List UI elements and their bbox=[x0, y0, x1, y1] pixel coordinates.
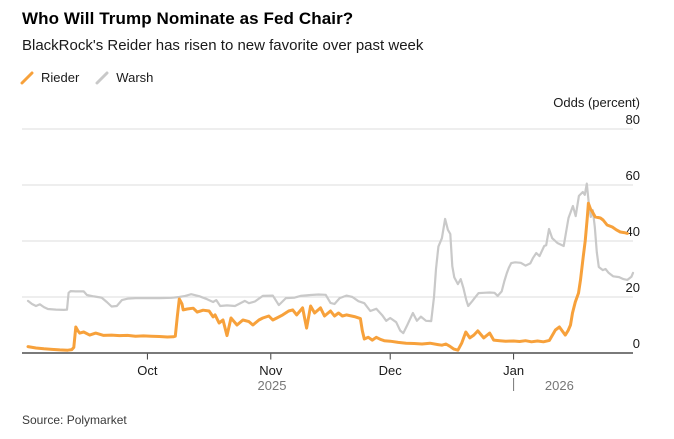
y-tick-label: 80 bbox=[626, 112, 640, 127]
legend-label-warsh: Warsh bbox=[116, 70, 154, 85]
chart-title: Who Will Trump Nominate as Fed Chair? bbox=[22, 9, 354, 28]
legend: Rieder Warsh bbox=[20, 70, 153, 85]
y-tick-label: 0 bbox=[633, 336, 640, 351]
y-axis-title: Odds (percent) bbox=[553, 95, 640, 110]
legend-item-rieder: Rieder bbox=[20, 70, 79, 85]
x-tick-label: Dec bbox=[379, 363, 403, 378]
x-tick-label: Nov bbox=[259, 363, 283, 378]
year-label: 2026 bbox=[545, 378, 574, 393]
series-line-rieder bbox=[26, 201, 629, 352]
warsh-line-swatch-icon bbox=[95, 71, 109, 84]
rieder-line-swatch-icon bbox=[20, 71, 34, 84]
legend-item-warsh: Warsh bbox=[95, 70, 153, 85]
legend-label-rieder: Rieder bbox=[41, 70, 80, 85]
series-line-warsh bbox=[26, 182, 635, 335]
y-tick-label: 60 bbox=[626, 168, 640, 183]
year-label: 2025 bbox=[258, 378, 287, 393]
y-tick-label: 20 bbox=[626, 280, 640, 295]
source-text: Source: Polymarket bbox=[22, 413, 127, 427]
x-tick-label: Jan bbox=[503, 363, 524, 378]
x-tick-label: Oct bbox=[137, 363, 158, 378]
chart-subtitle: BlackRock's Reider has risen to new favo… bbox=[22, 37, 424, 54]
y-tick-label: 40 bbox=[626, 224, 640, 239]
